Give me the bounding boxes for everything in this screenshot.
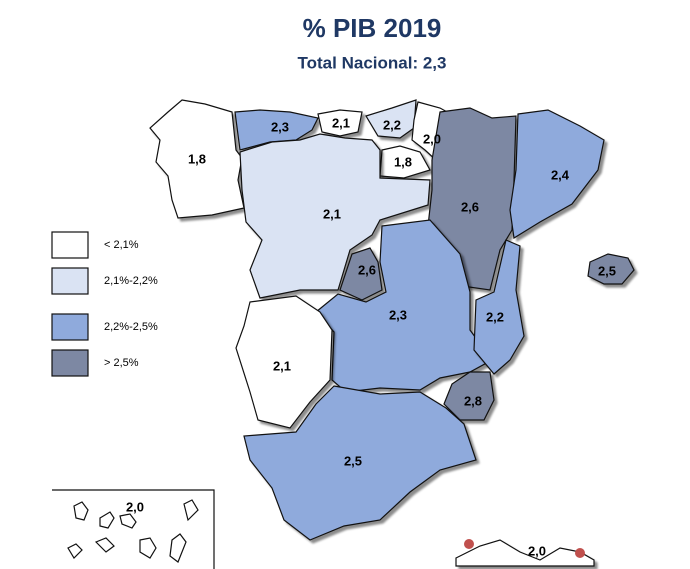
region: [239, 133, 431, 299]
regions: [149, 99, 635, 567]
legend-swatch: [51, 267, 89, 295]
region-label: 1,8: [394, 154, 412, 169]
legend: < 2,1% 2,1%-2,2% 2,2%-2,5% > 2,5%: [51, 231, 158, 377]
region-label: 2,3: [271, 119, 289, 134]
region-label: 2,2: [383, 117, 401, 132]
region-label: 2,6: [358, 262, 376, 277]
legend-swatch: [51, 349, 89, 377]
legend-label: 2,1%-2,2%: [104, 275, 158, 287]
region: [149, 99, 245, 219]
region-label: 2,4: [551, 167, 570, 182]
region-label: 2,3: [389, 307, 407, 322]
title: % PIB 2019: [303, 13, 442, 43]
region-labels: 1,8 2,3 2,1 2,2 2,0 1,8 2,1 2,6 2,4 2,5 2,6 2,3 2,2 2…: [126, 115, 616, 558]
region-label: 2,0: [126, 499, 144, 514]
region: [509, 109, 605, 239]
region-label: 2,8: [464, 393, 482, 408]
region-label: 2,5: [344, 453, 362, 468]
region-label: 2,0: [528, 543, 546, 558]
legend-label: 2,2%-2,5%: [104, 321, 158, 333]
legend-swatch: [51, 313, 89, 341]
legend-label: < 2,1%: [104, 239, 139, 251]
region: [243, 385, 477, 541]
legend-swatch: [51, 231, 89, 259]
region-label: 2,1: [273, 358, 291, 373]
region: [455, 539, 595, 567]
region: [443, 371, 495, 421]
region-label: 2,6: [461, 199, 479, 214]
region-label: 2,0: [423, 131, 441, 146]
region: [587, 253, 635, 285]
region-label: 2,1: [323, 206, 341, 221]
region: [339, 247, 383, 301]
region-label: 2,1: [332, 115, 350, 130]
region: [473, 239, 525, 375]
subtitle: Total Nacional: 2,3: [298, 53, 447, 72]
region-label: 2,5: [598, 263, 616, 278]
canarias-islands: [52, 489, 215, 569]
region: [315, 219, 493, 393]
ceuta-marker: [464, 539, 474, 549]
region-label: 2,2: [486, 309, 504, 324]
region: [317, 109, 363, 137]
region-label: 1,8: [188, 151, 206, 166]
melilla-marker: [575, 548, 585, 558]
region: [234, 109, 319, 151]
region: [235, 295, 333, 429]
legend-label: > 2,5%: [104, 357, 139, 369]
